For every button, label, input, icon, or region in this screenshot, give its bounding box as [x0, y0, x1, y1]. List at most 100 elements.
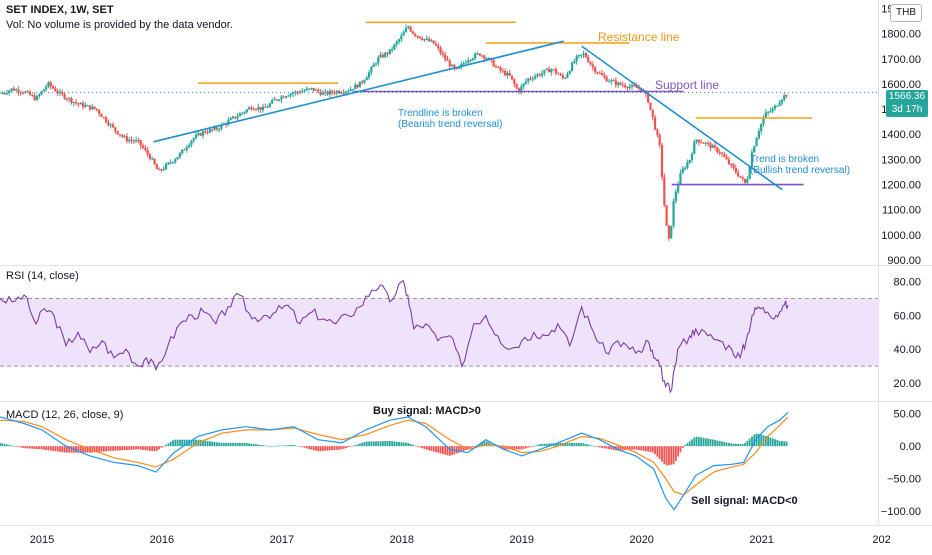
candle-body	[700, 142, 703, 144]
macd-histogram-bar	[587, 444, 590, 447]
candle-body	[351, 89, 355, 91]
macd-histogram-bar	[162, 446, 165, 447]
candle-body	[206, 132, 209, 134]
macd-histogram-bar	[714, 439, 716, 447]
candle-body	[287, 95, 290, 97]
candle-body	[448, 60, 451, 67]
macd-histogram-bar	[105, 446, 108, 452]
candle-body	[767, 111, 770, 113]
candle-body	[358, 81, 361, 88]
candle-body	[141, 145, 145, 148]
candle-body	[504, 70, 507, 76]
macd-histogram-bar	[158, 446, 161, 450]
candle-body	[492, 59, 495, 67]
candle-body	[776, 105, 779, 107]
macd-histogram-bar	[596, 446, 599, 447]
macd-histogram-bar	[79, 446, 82, 453]
macd-histogram-bar	[670, 446, 673, 465]
macd-histogram-bar	[541, 444, 543, 447]
macd-histogram-bar	[109, 446, 112, 451]
macd-histogram-bar	[33, 446, 36, 449]
macd-histogram-bar	[340, 446, 343, 450]
macd-histogram-bar	[361, 442, 364, 447]
macd-histogram-bar	[654, 446, 656, 455]
candle-body	[432, 40, 435, 44]
macd-histogram-bar	[571, 442, 573, 447]
candle-body	[713, 145, 717, 148]
macd-histogram-bar	[273, 445, 276, 447]
candle-body	[737, 172, 740, 177]
candle-body	[370, 66, 373, 73]
candle-body	[783, 95, 786, 100]
candle-body	[582, 53, 585, 55]
candle-body	[508, 73, 511, 76]
macd-histogram-bar	[107, 446, 110, 452]
macd-histogram-bar	[192, 439, 195, 447]
candle-body	[188, 144, 191, 148]
candle-body	[681, 168, 684, 173]
candle-body	[93, 106, 96, 109]
candle-body	[183, 149, 186, 151]
candle-body	[589, 61, 592, 65]
candle-body	[416, 35, 419, 37]
candle-body	[31, 95, 34, 97]
macd-histogram-bar	[238, 442, 241, 447]
candle-body	[697, 139, 701, 143]
candle-body	[208, 129, 212, 133]
macd-histogram-bar	[65, 446, 68, 453]
macd-histogram-bar	[268, 446, 271, 447]
candle-body	[215, 127, 218, 130]
macd-histogram-bar	[215, 442, 218, 447]
candle-body	[1, 93, 4, 95]
currency-badge[interactable]: THB	[890, 4, 922, 22]
candle-body	[342, 92, 345, 94]
macd-histogram-bar	[458, 446, 460, 453]
candle-body	[160, 169, 163, 171]
macd-histogram-bar	[527, 446, 530, 448]
candle-body	[248, 107, 251, 110]
macd-histogram-bar	[513, 446, 516, 450]
candle-body	[543, 70, 546, 74]
macd-histogram-bar	[63, 446, 66, 453]
candle-body	[453, 64, 456, 69]
macd-histogram-bar	[725, 442, 728, 447]
candle-body	[326, 91, 329, 95]
candle-body	[600, 73, 604, 76]
macd-histogram-bar	[573, 442, 576, 447]
macd-histogram-bar	[82, 446, 84, 453]
macd-histogram-bar	[275, 445, 278, 447]
candle-body	[732, 164, 735, 168]
candle-body	[365, 77, 368, 81]
candle-body	[464, 62, 468, 64]
macd-histogram-bar	[102, 446, 105, 452]
macd-histogram-bar	[119, 446, 121, 451]
macd-histogram-bar	[716, 440, 719, 447]
candle-body	[192, 138, 195, 141]
macd-histogram-bar	[167, 443, 170, 447]
macd-histogram-bar	[278, 445, 281, 447]
candle-body	[111, 124, 115, 128]
macd-histogram-bar	[663, 446, 666, 465]
candle-body	[545, 68, 548, 71]
macd-histogram-bar	[529, 446, 532, 447]
candle-body	[559, 74, 562, 76]
macd-histogram-bar	[485, 441, 488, 447]
candle-body	[273, 99, 276, 101]
macd-histogram-bar	[677, 446, 680, 457]
macd-histogram-bar	[333, 446, 336, 451]
macd-histogram-bar	[222, 442, 225, 447]
volume-note: Vol: No volume is provided by the data v…	[6, 19, 233, 31]
macd-histogram-bar	[478, 443, 481, 447]
x-tick-label: 202	[872, 534, 890, 546]
macd-histogram-bar	[603, 446, 606, 449]
macd-histogram-bar	[783, 441, 786, 447]
macd-histogram-bar	[626, 446, 629, 451]
candle-body	[259, 107, 262, 110]
macd-histogram-bar	[24, 446, 27, 449]
macd-histogram-bar	[95, 446, 98, 453]
candle-body	[284, 96, 288, 98]
candle-body	[414, 33, 417, 36]
macd-histogram-bar	[723, 441, 726, 447]
